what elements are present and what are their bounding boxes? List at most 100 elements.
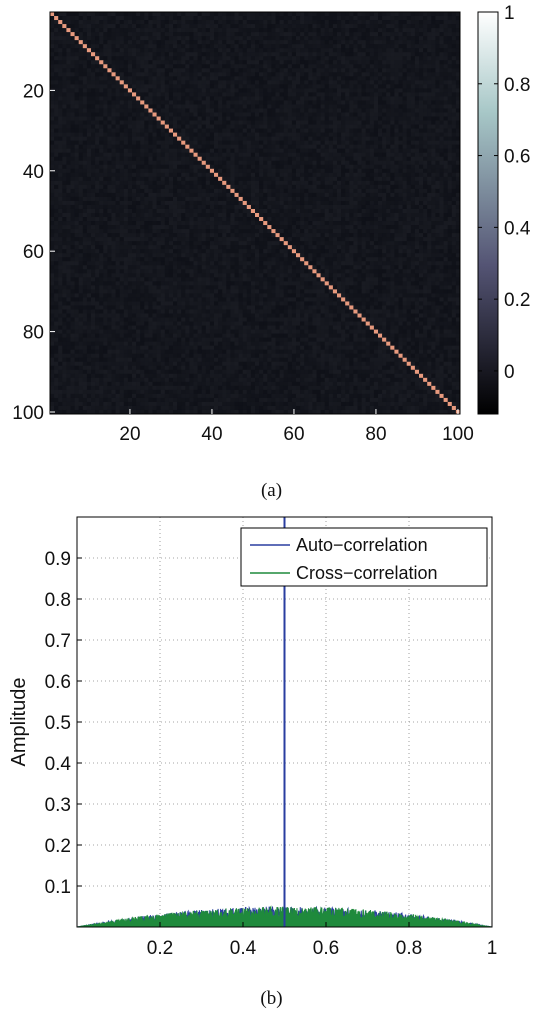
heatmap-cell	[111, 24, 116, 29]
heatmap-cell	[177, 36, 182, 41]
heatmap-cell	[152, 176, 157, 182]
heatmap-cell	[296, 60, 301, 65]
heatmap-cell	[152, 56, 157, 61]
heatmap-cell	[74, 16, 79, 21]
heatmap-cell	[58, 124, 63, 129]
heatmap-cell	[50, 72, 55, 77]
heatmap-cell	[431, 200, 436, 206]
heatmap-cell	[209, 92, 215, 97]
heatmap-cell	[312, 16, 317, 21]
heatmap-cell	[357, 128, 362, 133]
heatmap-cell	[382, 28, 387, 33]
heatmap-cell	[189, 204, 194, 210]
heatmap-cell	[312, 56, 317, 61]
heatmap-cell	[193, 96, 198, 101]
heatmap-cell	[337, 144, 342, 149]
heatmap-cell	[234, 52, 239, 57]
heatmap-cell	[132, 192, 137, 198]
heatmap-cell	[423, 104, 428, 109]
heatmap-cell	[435, 92, 440, 97]
heatmap-cell	[324, 60, 330, 65]
heatmap-cell	[234, 136, 239, 141]
heatmap-cell	[287, 112, 293, 117]
heatmap-cell	[394, 156, 399, 162]
heatmap-cell	[419, 92, 424, 97]
heatmap-cell	[91, 168, 96, 174]
heatmap-cell	[267, 16, 272, 21]
heatmap-cell	[168, 160, 174, 166]
heatmap-cell	[349, 196, 354, 202]
heatmap-cell	[54, 80, 59, 85]
heatmap-cell	[353, 92, 358, 97]
heatmap-cell	[312, 152, 317, 158]
heatmap-cell	[312, 128, 317, 133]
heatmap-cell	[246, 188, 252, 194]
heatmap-cell	[419, 32, 424, 37]
heatmap-cell	[209, 12, 215, 17]
heatmap-cell	[58, 72, 63, 77]
heatmap-cell	[74, 64, 79, 69]
heatmap-cell	[214, 56, 219, 61]
heatmap-cell	[443, 84, 448, 89]
heatmap-cell	[218, 148, 223, 153]
heatmap-cell	[373, 20, 379, 25]
heatmap-cell	[357, 72, 362, 77]
heatmap-cell	[103, 48, 108, 53]
heatmap-cell	[423, 148, 428, 153]
heatmap-cell	[291, 136, 297, 141]
heatmap-cell	[189, 92, 194, 97]
heatmap-cell	[427, 200, 432, 206]
heatmap-cell	[185, 184, 190, 190]
heatmap-cell	[414, 36, 420, 41]
heatmap-cell	[447, 136, 453, 141]
heatmap-cell	[189, 84, 194, 89]
heatmap-cell	[283, 16, 289, 21]
heatmap-cell	[193, 44, 198, 49]
heatmap-cell	[300, 136, 305, 141]
heatmap-cell	[423, 60, 428, 65]
heatmap-cell	[267, 100, 272, 105]
heatmap-cell	[279, 44, 284, 49]
heatmap-cell	[160, 32, 166, 37]
heatmap-cell	[218, 20, 223, 25]
heatmap-cell	[324, 180, 330, 186]
heatmap-cell	[160, 64, 166, 69]
heatmap-cell	[357, 200, 362, 206]
heatmap-cell	[156, 44, 161, 49]
heatmap-cell	[148, 56, 153, 61]
heatmap-cell	[173, 80, 178, 85]
heatmap-cell	[406, 68, 412, 73]
heatmap-cell	[353, 56, 358, 61]
heatmap-cell	[447, 160, 453, 166]
heatmap-cell	[296, 28, 301, 33]
heatmap-cell	[423, 176, 428, 182]
heatmap-cell	[164, 192, 170, 198]
heatmap-cell	[324, 12, 330, 17]
heatmap-cell	[115, 64, 120, 69]
heatmap-cell	[62, 208, 67, 214]
heatmap-cell	[66, 112, 71, 117]
heatmap-cell	[127, 40, 133, 45]
heatmap-cell	[410, 180, 416, 186]
heatmap-cell	[242, 68, 248, 73]
heatmap-cell	[255, 136, 260, 141]
heatmap-cell	[91, 188, 96, 194]
heatmap-cell	[406, 200, 412, 206]
heatmap-cell	[107, 172, 112, 178]
heatmap-cell	[99, 140, 104, 145]
heatmap-cell	[414, 104, 420, 109]
heatmap-cell	[181, 32, 186, 37]
heatmap-cell	[414, 76, 420, 81]
heatmap-cell	[357, 40, 362, 45]
heatmap-cell	[238, 160, 243, 166]
heatmap-cell	[173, 152, 178, 158]
heatmap-cell	[357, 180, 362, 186]
heatmap-cell	[402, 72, 407, 77]
heatmap-cell	[373, 192, 379, 198]
heatmap-cell	[66, 92, 71, 97]
heatmap-cell	[419, 104, 424, 109]
heatmap-cell	[50, 152, 55, 158]
heatmap-cell	[214, 16, 219, 21]
heatmap-cell	[246, 156, 252, 162]
heatmap-cell	[439, 180, 444, 186]
